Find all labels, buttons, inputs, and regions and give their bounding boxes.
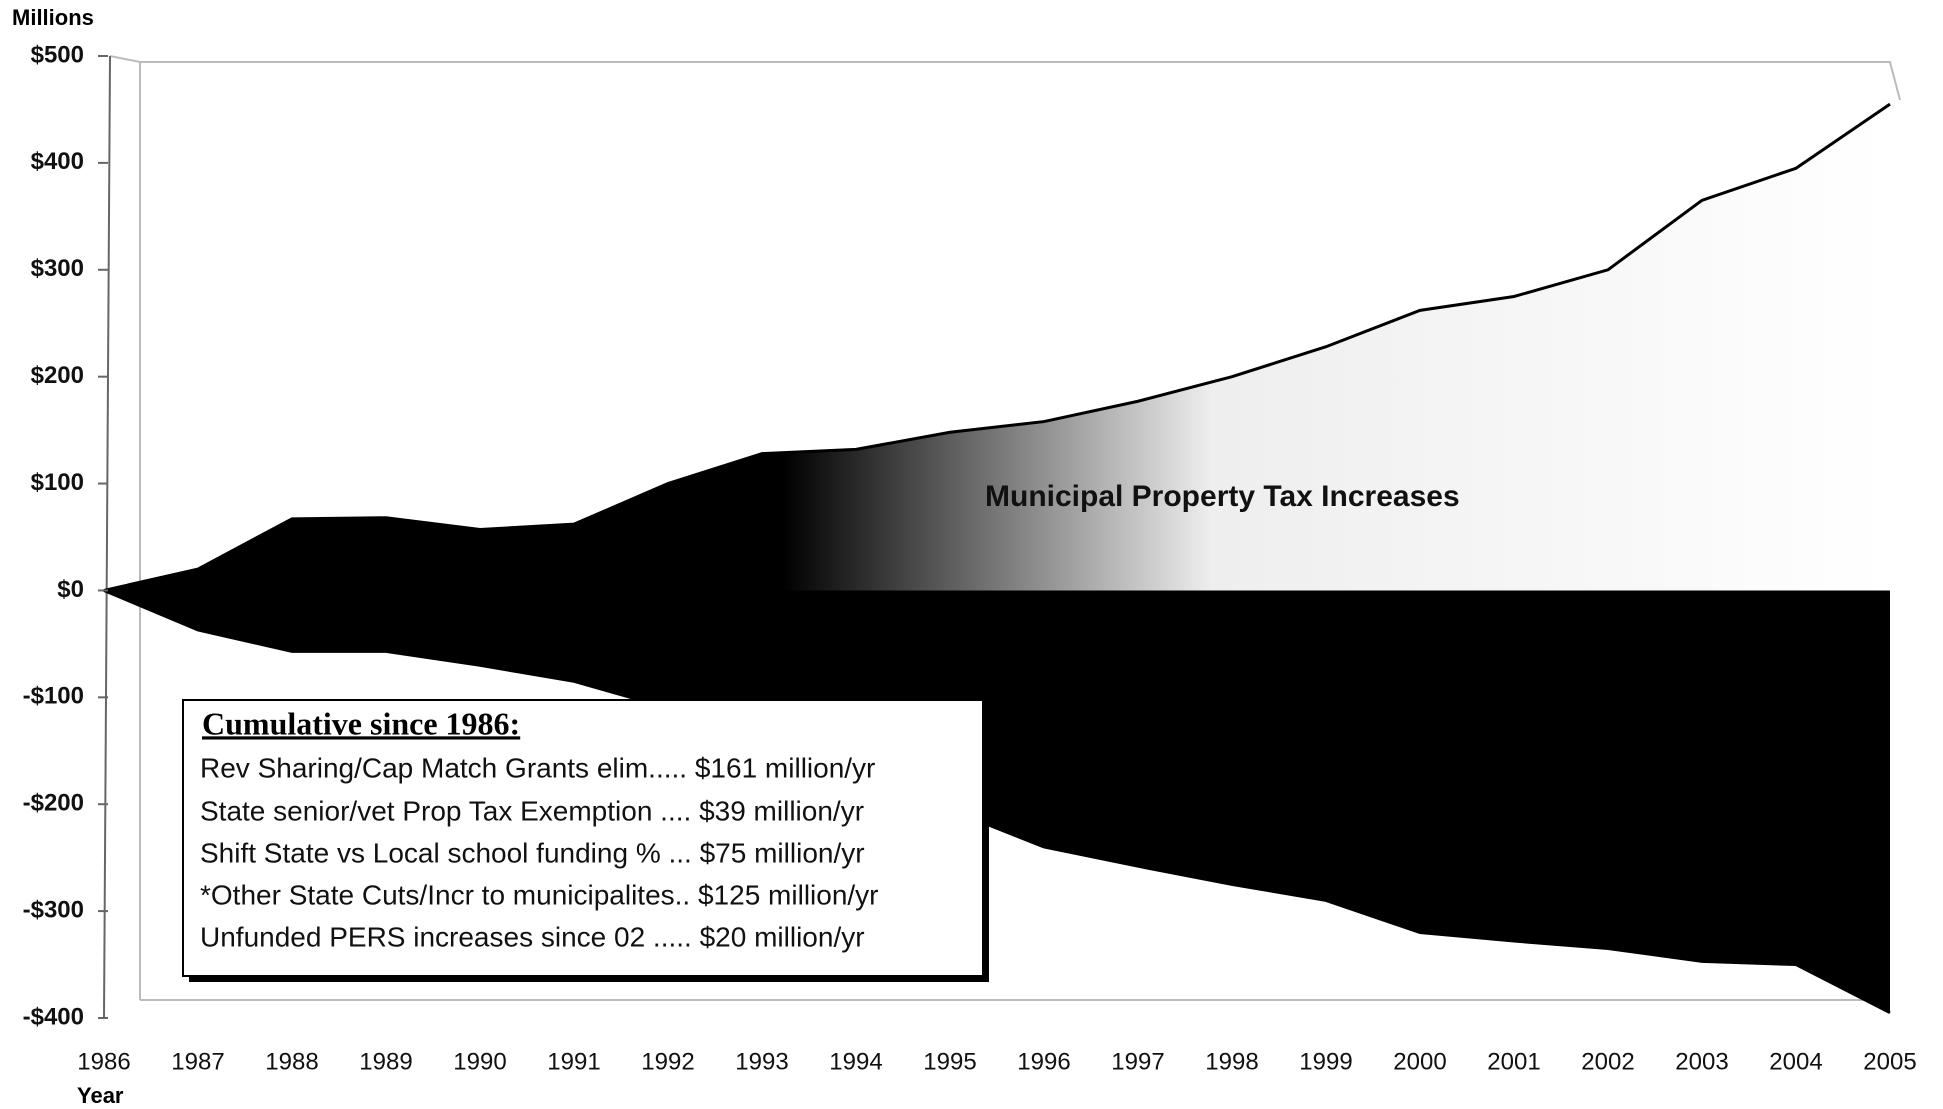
x-tick-label: 2003 — [1675, 1048, 1728, 1075]
box-title: Cumulative since 1986: — [202, 705, 520, 741]
x-tick-label: 1993 — [735, 1048, 788, 1075]
y-tick-label: $300 — [31, 255, 84, 282]
annotation: Municipal Property Tax Increases — [985, 480, 1460, 513]
plot-area — [103, 102, 1891, 1014]
box-line: Rev Sharing/Cap Match Grants elim..... $… — [200, 752, 875, 783]
x-tick-label: 1998 — [1205, 1048, 1258, 1075]
x-tick-label: 1989 — [359, 1048, 412, 1075]
y-tick-label: -$300 — [23, 896, 84, 923]
area-line — [103, 589, 1891, 1014]
y-tick-label: $100 — [31, 469, 84, 496]
x-axis-label: Year — [77, 1083, 124, 1108]
plot-frame — [103, 55, 1901, 1019]
y-unit-label: Millions — [12, 5, 94, 30]
box-line: State senior/vet Prop Tax Exemption ....… — [200, 795, 864, 826]
box-line: Shift State vs Local school funding % ..… — [200, 837, 865, 868]
x-tick-label: 1988 — [265, 1048, 318, 1075]
y-tick-label: -$400 — [23, 1003, 84, 1030]
x-tick-label: 1997 — [1111, 1048, 1164, 1075]
y-tick-label: -$200 — [23, 790, 84, 817]
x-tick-label: 2000 — [1393, 1048, 1446, 1075]
y-tick-label: $0 — [57, 576, 84, 603]
area-fill — [104, 104, 1890, 591]
x-tick-label: 1987 — [171, 1048, 224, 1075]
x-tick-label: 1992 — [641, 1048, 694, 1075]
x-tick-label: 2004 — [1769, 1048, 1822, 1075]
x-tick-label: 1999 — [1299, 1048, 1352, 1075]
y-axis — [103, 55, 111, 1019]
frame-back — [109, 55, 1901, 101]
area-fill — [104, 590, 1890, 1013]
y-tick-label: $400 — [31, 148, 84, 175]
x-tick-label: 1990 — [453, 1048, 506, 1075]
x-tick-label: 2002 — [1581, 1048, 1634, 1075]
y-tick-label: $200 — [31, 362, 84, 389]
box-line: *Other State Cuts/Incr to municipalites.… — [200, 879, 879, 910]
x-tick-label: 1991 — [547, 1048, 600, 1075]
area-line — [103, 102, 1891, 592]
y-tick-label: $500 — [31, 41, 84, 68]
x-tick-label: 2005 — [1863, 1048, 1916, 1075]
x-tick-label: 1986 — [77, 1048, 130, 1075]
y-tick-label: -$100 — [23, 683, 84, 710]
x-tick-label: 1995 — [923, 1048, 976, 1075]
x-tick-label: 1994 — [829, 1048, 882, 1075]
x-tick-label: 1996 — [1017, 1048, 1070, 1075]
box-line: Unfunded PERS increases since 02 ..... $… — [200, 921, 865, 952]
text-box: Cumulative since 1986: Rev Sharing/Cap M… — [182, 699, 989, 982]
box — [182, 699, 984, 977]
x-tick-label: 2001 — [1487, 1048, 1540, 1075]
